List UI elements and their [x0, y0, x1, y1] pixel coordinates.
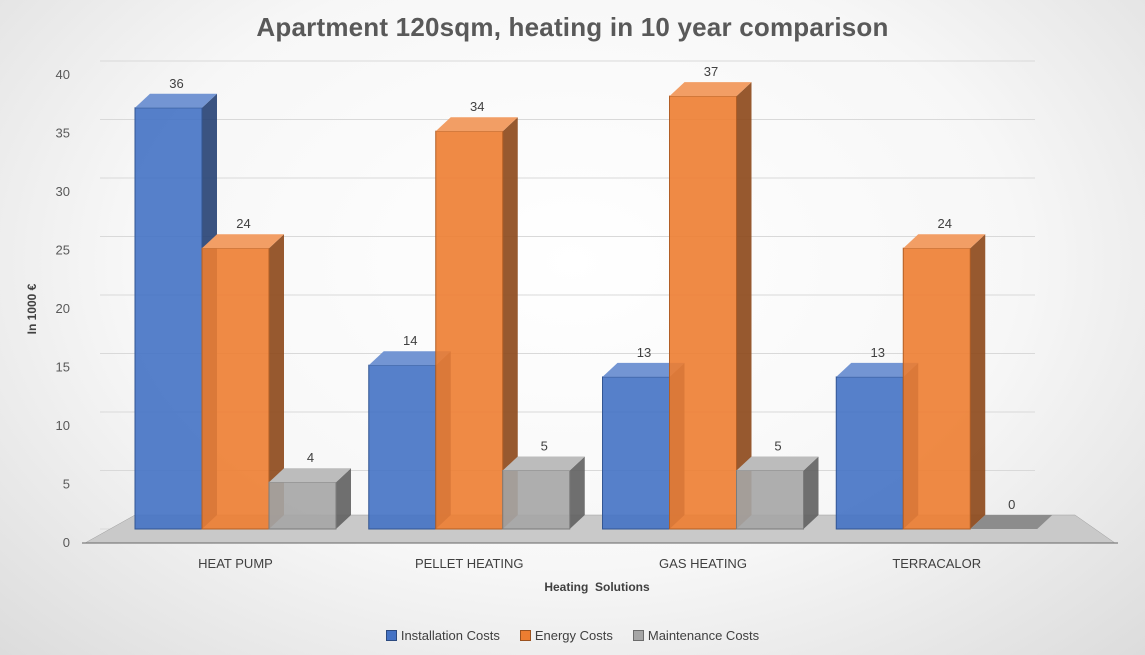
- bar: [602, 376, 670, 530]
- legend-label-energy: Energy Costs: [534, 628, 613, 643]
- y-axis-label: In 1000 €: [25, 283, 39, 334]
- data-label: 14: [403, 333, 417, 348]
- bar-side: [336, 468, 351, 529]
- data-label: 34: [470, 99, 484, 114]
- data-label: 0: [1008, 497, 1015, 512]
- x-tick-label: HEAT PUMP: [198, 556, 273, 571]
- x-tick-label: TERRACALOR: [892, 556, 981, 571]
- bar-top: [903, 234, 986, 249]
- legend-label-maintenance: Maintenance Costs: [647, 628, 760, 643]
- legend-swatch-energy: [519, 630, 531, 641]
- chart-legend: Installation Costs Energy Costs Maintena…: [0, 628, 1145, 643]
- bar-side: [502, 117, 518, 529]
- bar-top: [970, 515, 1053, 529]
- bar-side: [569, 456, 585, 529]
- bar-side: [736, 82, 752, 529]
- chart-title: Apartment 120sqm, heating in 10 year com…: [256, 12, 889, 42]
- bar: [268, 481, 337, 530]
- legend-swatch-installation: [385, 630, 397, 641]
- data-label: 13: [871, 345, 885, 360]
- bar: [902, 247, 971, 530]
- data-label: 5: [541, 439, 548, 454]
- data-label: 4: [307, 450, 314, 465]
- bar-top: [736, 456, 819, 471]
- bar-side: [970, 234, 986, 529]
- bar-top: [269, 468, 351, 483]
- legend-item-maintenance: Maintenance Costs: [632, 628, 760, 643]
- bar-top: [669, 82, 752, 97]
- data-label: 24: [938, 216, 952, 231]
- bar-side: [803, 456, 819, 529]
- bar-top: [368, 351, 451, 366]
- bar-top: [502, 456, 585, 471]
- bar: [368, 364, 437, 530]
- x-axis-label: Heating Solutions: [544, 580, 650, 594]
- bar-top: [135, 93, 217, 108]
- y-tick-label: 35: [56, 126, 70, 141]
- data-label: 36: [169, 76, 183, 91]
- bar: [835, 376, 904, 530]
- bar: [435, 130, 504, 530]
- y-tick-label: 10: [56, 418, 70, 433]
- data-label: 13: [637, 345, 651, 360]
- y-tick-label: 20: [56, 301, 70, 316]
- bar-side: [269, 234, 284, 529]
- y-tick-label: 15: [56, 360, 70, 375]
- bar-top: [435, 117, 518, 132]
- bar-top: [836, 362, 919, 377]
- data-label: 5: [774, 439, 781, 454]
- y-tick-label: 40: [56, 67, 70, 82]
- bar: [736, 470, 804, 530]
- data-label: 37: [704, 64, 718, 79]
- bar-top: [602, 362, 685, 377]
- bar: [201, 247, 270, 530]
- y-tick-label: 30: [56, 184, 70, 199]
- y-tick-label: 25: [56, 243, 70, 258]
- bar-top: [202, 234, 284, 249]
- data-label: 24: [236, 216, 250, 231]
- legend-swatch-maintenance: [632, 630, 644, 641]
- bar: [669, 95, 737, 530]
- x-tick-label: GAS HEATING: [659, 556, 747, 571]
- y-tick-label: 5: [63, 477, 70, 492]
- y-tick-label: 0: [63, 535, 70, 550]
- legend-item-energy: Energy Costs: [519, 628, 613, 643]
- legend-item-installation: Installation Costs: [385, 628, 500, 643]
- x-tick-label: PELLET HEATING: [415, 556, 524, 571]
- bar: [502, 470, 571, 530]
- legend-label-installation: Installation Costs: [400, 628, 500, 643]
- bar: [134, 107, 203, 530]
